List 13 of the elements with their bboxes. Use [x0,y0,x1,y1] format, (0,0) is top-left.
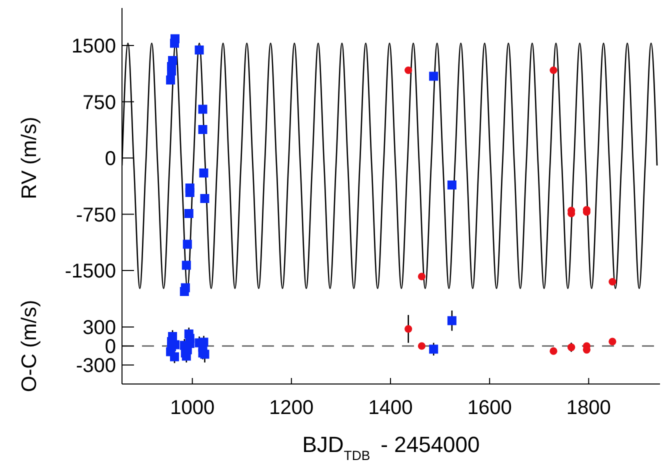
y-tick-label: -1500 [64,260,116,283]
x-tick-label: 1200 [269,397,314,420]
x-axis-title: BJD$_{TDB}$ - 2454000 [302,432,480,462]
y-axis-title: RV (m/s) [18,116,41,200]
x-tick-label: 1400 [368,397,413,420]
y-axis-title: O-C (m/s) [18,300,41,392]
y-tick-label: 0 [104,148,116,170]
y-tick-label: 750 [82,92,116,114]
x-tick-label: 1600 [467,397,512,420]
y-tick-label: 1500 [72,36,116,58]
y-tick-label: -750 [76,204,116,226]
x-tick-label: 1800 [566,397,611,420]
x-tick-label: 1000 [170,397,215,420]
